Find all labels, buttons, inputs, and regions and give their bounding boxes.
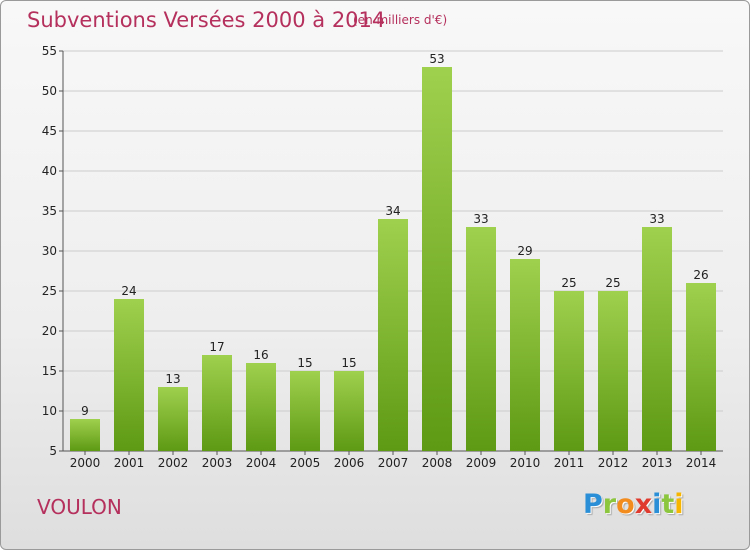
data-label: 15: [297, 356, 312, 370]
data-label: 13: [165, 372, 180, 386]
y-tick-label: 5: [49, 444, 57, 458]
bar: [554, 291, 584, 451]
data-label: 17: [209, 340, 224, 354]
data-label: 29: [517, 244, 532, 258]
bar: [686, 283, 716, 451]
y-tick-label: 10: [42, 404, 57, 418]
x-tick-label: 2011: [554, 456, 585, 470]
bar: [466, 227, 496, 451]
x-tick-label: 2009: [466, 456, 497, 470]
labels: 5 10 15 20 25 30 35 40 45 50 55 9 2000 24 2001 13 2002 17…: [42, 44, 717, 470]
data-label: 25: [605, 276, 620, 290]
x-tick-label: 2014: [686, 456, 717, 470]
data-label: 16: [253, 348, 268, 362]
x-tick-label: 2003: [202, 456, 233, 470]
bar: [114, 299, 144, 451]
x-tick-label: 2006: [334, 456, 365, 470]
x-tick-label: 2010: [510, 456, 541, 470]
chart-subtitle: (en milliers d'€): [353, 13, 448, 27]
proxiti-logo: Proxiti: [583, 489, 684, 520]
y-tick-label: 45: [42, 124, 57, 138]
data-label: 53: [429, 52, 444, 66]
bar: [642, 227, 672, 451]
data-label: 34: [385, 204, 400, 218]
data-label: 33: [473, 212, 488, 226]
bar: [334, 371, 364, 451]
logo-letter: x: [634, 489, 653, 520]
data-label: 25: [561, 276, 576, 290]
x-tick-label: 2002: [158, 456, 189, 470]
logo-letter: o: [616, 489, 635, 520]
data-label: 9: [81, 404, 89, 418]
bar: [290, 371, 320, 451]
y-tick-label: 15: [42, 364, 57, 378]
x-tick-label: 2004: [246, 456, 277, 470]
commune-name: VOULON: [37, 495, 122, 519]
bar: [598, 291, 628, 451]
y-tick-label: 20: [42, 324, 57, 338]
logo-letter: P: [583, 489, 603, 520]
data-label: 26: [693, 268, 708, 282]
y-tick-label: 35: [42, 204, 57, 218]
logo-letter: r: [602, 489, 617, 520]
data-label: 15: [341, 356, 356, 370]
y-tick-label: 50: [42, 84, 57, 98]
x-tick-label: 2012: [598, 456, 629, 470]
y-tick-label: 55: [42, 44, 57, 58]
bar: [510, 259, 540, 451]
x-tick-label: 2008: [422, 456, 453, 470]
bar: [422, 67, 452, 451]
x-tick-label: 2013: [642, 456, 673, 470]
bar: [202, 355, 232, 451]
y-tick-label: 40: [42, 164, 57, 178]
bars: [70, 67, 716, 451]
x-tick-label: 2007: [378, 456, 409, 470]
y-tick-label: 30: [42, 244, 57, 258]
x-tick-label: 2005: [290, 456, 321, 470]
data-label: 24: [121, 284, 136, 298]
logo-letter: i: [652, 489, 662, 520]
bar: [378, 219, 408, 451]
x-tick-label: 2001: [114, 456, 145, 470]
logo-letter: i: [674, 489, 684, 520]
bar: [246, 363, 276, 451]
data-label: 33: [649, 212, 664, 226]
bar: [70, 419, 100, 451]
x-tick-label: 2000: [70, 456, 101, 470]
logo-letter: t: [661, 489, 675, 520]
chart-title: Subventions Versées 2000 à 2014: [27, 8, 386, 32]
y-tick-label: 25: [42, 284, 57, 298]
bar: [158, 387, 188, 451]
